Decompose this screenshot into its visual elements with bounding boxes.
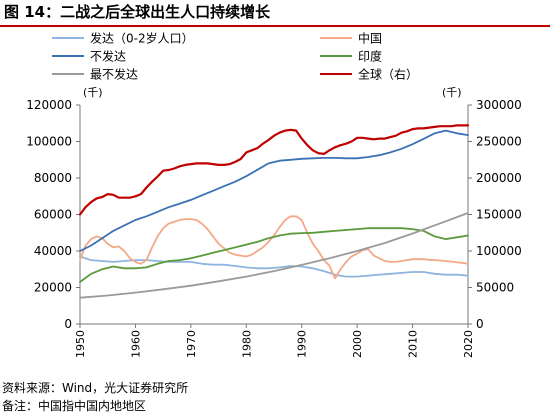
left-axis-unit: (千) xyxy=(83,86,103,99)
right-tick-label: 300000 xyxy=(476,98,522,112)
right-tick-label: 150000 xyxy=(476,208,522,222)
left-tick-label: 20000 xyxy=(34,281,72,295)
series-line-4 xyxy=(79,212,469,299)
x-tick-label: 2000 xyxy=(351,330,364,358)
series-line-3 xyxy=(79,227,469,283)
x-tick-label: 1950 xyxy=(74,330,87,358)
right-tick-label: 100000 xyxy=(476,244,522,258)
left-tick-label: 120000 xyxy=(26,98,72,112)
x-tick-label: 1990 xyxy=(296,330,309,358)
right-tick-label: 0 xyxy=(476,317,484,331)
series-line-5 xyxy=(78,124,470,216)
right-tick-label: 200000 xyxy=(476,171,522,185)
x-tick-label: 1960 xyxy=(129,330,142,358)
legend-label-2: 不发达 xyxy=(90,49,126,64)
left-tick-label: 80000 xyxy=(34,171,72,185)
left-tick-label: 40000 xyxy=(34,244,72,258)
series-line-1 xyxy=(79,215,469,280)
legend-label-0: 发达（0-2岁人口） xyxy=(90,31,194,46)
legend-label-1: 中国 xyxy=(358,31,382,46)
x-tick-label: 2020 xyxy=(462,330,475,358)
series-line-2 xyxy=(79,129,469,252)
remark-note: 备注：中国指中国内地地区 xyxy=(2,399,147,413)
left-tick-label: 0 xyxy=(64,317,72,331)
x-tick-label: 1970 xyxy=(185,330,198,358)
title-rule xyxy=(0,25,550,27)
legend-label-5: 全球（右） xyxy=(358,67,418,82)
footer: 资料来源：Wind，光大证券研究所 备注：中国指中国内地地区 xyxy=(2,379,188,415)
left-tick-label: 100000 xyxy=(26,135,72,149)
legend-label-3: 印度 xyxy=(358,49,382,64)
chart-series xyxy=(78,124,470,299)
x-tick-label: 2010 xyxy=(407,330,420,358)
left-tick-label: 60000 xyxy=(34,208,72,222)
x-tick-label: 1980 xyxy=(240,330,253,358)
source-note: 资料来源：Wind，光大证券研究所 xyxy=(2,381,189,395)
chart-axes: 0 20000 40000 60000 80000 100000 120000 0 50000 1… xyxy=(26,86,522,358)
series-line-0 xyxy=(79,255,469,278)
legend-label-4: 最不发达 xyxy=(90,67,138,82)
right-tick-label: 50000 xyxy=(476,281,514,295)
right-axis-unit: (千) xyxy=(442,86,462,99)
figure-title: 图 14：二战之后全球出生人口持续增长 xyxy=(4,3,271,21)
right-tick-label: 250000 xyxy=(476,135,522,149)
